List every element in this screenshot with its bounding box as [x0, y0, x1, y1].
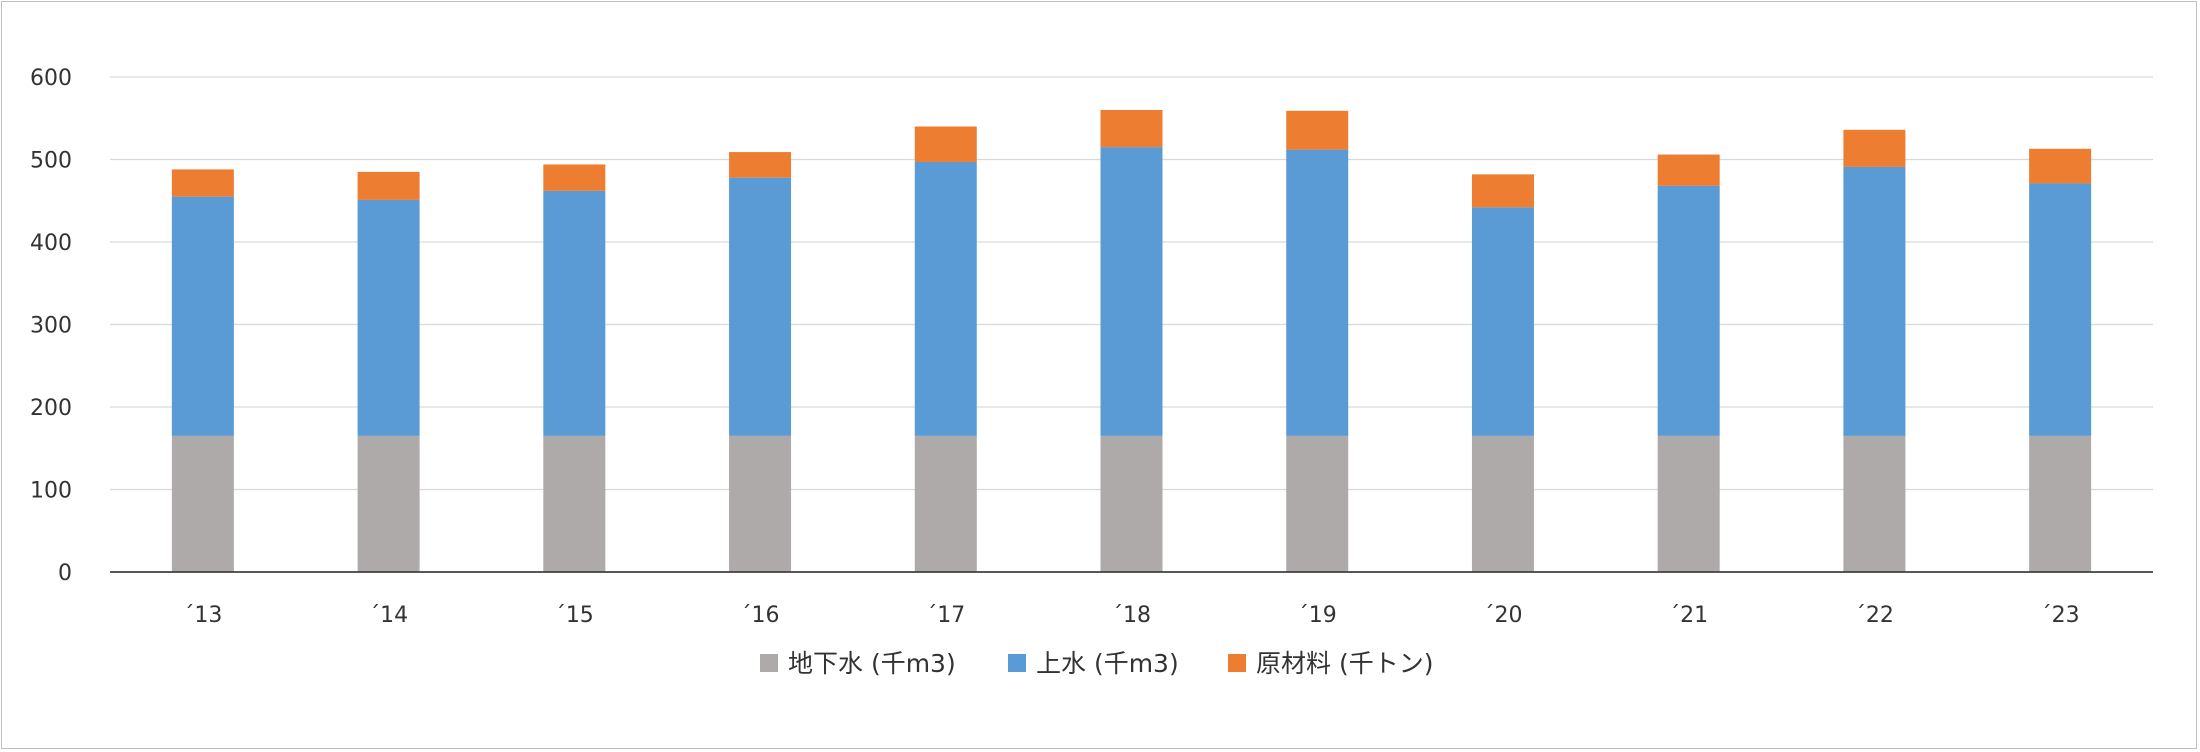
- x-tick-label: ´16: [741, 603, 780, 628]
- bar-segment-1-3: [543, 435, 606, 572]
- x-tick-label: ´13: [183, 603, 222, 628]
- bar-segment-3-7: [1286, 110, 1349, 150]
- bar-segment-1-6: [1100, 435, 1163, 572]
- x-tick-label: ´19: [1298, 603, 1337, 628]
- bar-segment-3-11: [2029, 148, 2092, 184]
- bar-segment-1-7: [1286, 435, 1349, 572]
- bar-segment-1-1: [171, 435, 234, 572]
- y-tick-label: 200: [30, 396, 72, 421]
- bar-segment-3-4: [729, 152, 792, 178]
- bar-segment-2-8: [1471, 207, 1534, 436]
- y-tick-label: 0: [58, 561, 72, 586]
- x-tick-label: ´18: [1112, 603, 1151, 628]
- legend-swatch: [1228, 654, 1246, 672]
- bar-segment-1-11: [2029, 435, 2092, 572]
- bar-segment-1-10: [1843, 435, 1906, 572]
- bar-segment-3-8: [1471, 174, 1534, 208]
- bar-segment-2-11: [2029, 183, 2092, 436]
- bar-segment-3-6: [1100, 110, 1163, 148]
- bar-segment-1-8: [1471, 435, 1534, 572]
- bar-segment-2-9: [1657, 185, 1720, 436]
- y-tick-label: 300: [30, 314, 72, 339]
- legend-swatch: [760, 654, 778, 672]
- bar-segment-2-10: [1843, 166, 1906, 436]
- bar-segment-3-10: [1843, 129, 1906, 167]
- legend-label: 地下水 (千m3): [788, 649, 956, 678]
- legend-label: 上水 (千m3): [1036, 649, 1179, 678]
- legend-swatch: [1008, 654, 1026, 672]
- legend-label: 原材料 (千トン): [1256, 649, 1433, 678]
- bar-segment-2-5: [914, 161, 977, 436]
- bar-segment-3-9: [1657, 154, 1720, 186]
- bar-segment-1-2: [357, 435, 420, 572]
- bar-segment-2-6: [1100, 147, 1163, 436]
- bars: [171, 110, 2092, 572]
- bar-segment-3-1: [171, 169, 234, 197]
- y-tick-label: 400: [30, 231, 72, 256]
- bar-segment-2-4: [729, 177, 792, 436]
- y-tick-label: 100: [30, 479, 72, 504]
- bar-segment-3-5: [914, 126, 977, 162]
- bar-segment-2-2: [357, 199, 420, 436]
- x-tick-label: ´21: [1669, 603, 1708, 628]
- bar-segment-3-2: [357, 171, 420, 200]
- y-axis-tick-labels: 0 100 200 300 400 500 600: [30, 66, 72, 586]
- x-tick-label: ´20: [1483, 603, 1522, 628]
- bar-segment-2-7: [1286, 149, 1349, 436]
- bar-segment-1-9: [1657, 435, 1720, 572]
- legend: 地下水 (千m3) 上水 (千m3) 原材料 (千トン): [760, 649, 1433, 678]
- x-tick-label: ´22: [1855, 603, 1894, 628]
- x-axis-tick-labels: ´13 ´14 ´15 ´16 ´17 ´18 ´19 ´20 ´21 ´22 ´23: [183, 603, 2079, 628]
- bar-segment-1-4: [729, 435, 792, 572]
- bar-segment-3-3: [543, 164, 606, 191]
- x-tick-label: ´14: [369, 603, 408, 628]
- bar-segment-1-5: [914, 435, 977, 572]
- x-tick-label: ´23: [2041, 603, 2080, 628]
- x-tick-label: ´17: [926, 603, 965, 628]
- bar-segment-2-3: [543, 190, 606, 436]
- x-tick-label: ´15: [555, 603, 594, 628]
- y-tick-label: 500: [30, 149, 72, 174]
- bar-segment-2-1: [171, 196, 234, 436]
- y-tick-label: 600: [30, 66, 72, 91]
